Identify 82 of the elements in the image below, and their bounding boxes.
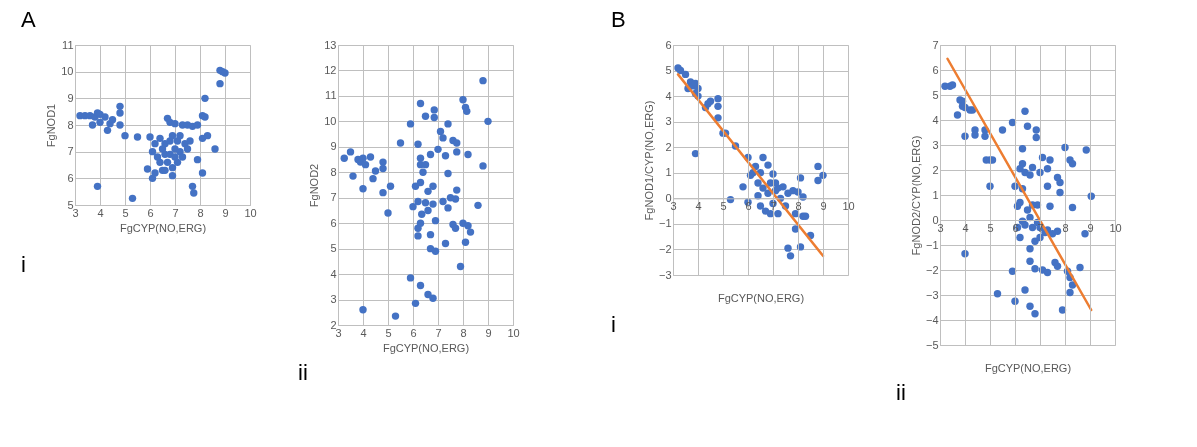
y-tick-label: 7 <box>330 191 337 204</box>
x-tick-label: 4 <box>360 326 367 339</box>
y-tick-label: 11 <box>325 89 337 102</box>
y-tick-label: 5 <box>932 88 939 101</box>
y-tick-label: 10 <box>324 114 337 127</box>
y-tick-label: 10 <box>61 65 74 78</box>
y-tick-label: 6 <box>932 63 939 76</box>
y-tick-label: 8 <box>330 165 337 178</box>
x-tick-label: 6 <box>1012 221 1019 234</box>
y-tick-label: −5 <box>925 338 939 351</box>
y-tick-label: 2 <box>330 318 337 331</box>
y-tick-label: 6 <box>67 171 74 184</box>
y-tick-label: −4 <box>925 313 939 326</box>
x-tick-label: 10 <box>244 206 257 219</box>
x-tick-label: 8 <box>197 206 204 219</box>
y-axis-title: FgNOD2/CYP(NO,ERG) <box>909 135 922 256</box>
y-tick-label: 7 <box>932 38 939 51</box>
x-tick-label: 10 <box>1109 221 1122 234</box>
y-tick-label: −2 <box>658 242 672 255</box>
y-axis-title: FgNOD2 <box>308 163 321 208</box>
text: i <box>611 312 616 337</box>
text: ii <box>298 360 308 385</box>
y-tick-label: 9 <box>67 91 74 104</box>
y-tick-label: 9 <box>330 140 337 153</box>
x-tick-label: 6 <box>745 199 752 212</box>
x-tick-label: 7 <box>435 326 442 339</box>
y-tick-label: 1 <box>932 188 939 201</box>
x-tick-label: 8 <box>460 326 467 339</box>
y-tick-label: −3 <box>925 288 939 301</box>
x-tick-label: 5 <box>720 199 727 212</box>
y-tick-label: −1 <box>658 217 672 230</box>
x-tick-label: 8 <box>795 199 802 212</box>
x-tick-label: 9 <box>820 199 827 212</box>
y-tick-label: 5 <box>330 242 337 255</box>
x-tick-label: 6 <box>410 326 417 339</box>
x-tick-label: 4 <box>97 206 104 219</box>
text: ii <box>896 380 906 405</box>
text: B <box>611 7 626 32</box>
y-tick-label: 4 <box>665 89 672 102</box>
y-tick-label: 2 <box>665 140 672 153</box>
y-tick-label: 2 <box>932 163 939 176</box>
y-tick-label: 8 <box>67 118 74 131</box>
x-tick-label: 7 <box>770 199 777 212</box>
x-axis-title: FgCYP(NO,ERG) <box>717 291 805 304</box>
y-tick-label: 3 <box>665 115 672 128</box>
x-tick-label: 4 <box>962 221 969 234</box>
y-tick-label: −1 <box>925 238 939 251</box>
y-tick-label: 12 <box>324 63 337 76</box>
y-tick-label: 0 <box>932 213 939 226</box>
y-tick-label: −2 <box>925 263 939 276</box>
y-tick-label: 4 <box>330 267 337 280</box>
x-tick-label: 5 <box>385 326 392 339</box>
x-tick-label: 7 <box>1037 221 1044 234</box>
y-tick-label: 6 <box>665 38 672 51</box>
x-tick-label: 8 <box>1062 221 1069 234</box>
y-tick-label: −3 <box>658 268 672 281</box>
text: A <box>21 7 36 32</box>
y-tick-label: 7 <box>67 145 74 158</box>
x-tick-label: 4 <box>695 199 702 212</box>
y-tick-label: 1 <box>665 166 672 179</box>
text: i <box>21 252 26 277</box>
x-tick-label: 6 <box>147 206 154 219</box>
x-tick-label: 9 <box>1087 221 1094 234</box>
y-axis-title: FgNOD1/CYP(NO,ERG) <box>642 100 655 221</box>
x-tick-label: 9 <box>485 326 492 339</box>
x-axis-title: FgCYP(NO,ERG) <box>984 361 1072 374</box>
y-tick-label: 13 <box>324 38 337 51</box>
y-tick-label: 0 <box>665 191 672 204</box>
x-tick-label: 10 <box>507 326 520 339</box>
y-tick-label: 3 <box>932 138 939 151</box>
x-tick-label: 10 <box>842 199 855 212</box>
x-tick-label: 5 <box>122 206 129 219</box>
x-tick-label: 7 <box>172 206 179 219</box>
x-axis-title: FgCYP(NO,ERG) <box>382 341 470 354</box>
y-tick-label: 5 <box>665 64 672 77</box>
x-tick-label: 5 <box>987 221 994 234</box>
y-tick-label: 4 <box>932 113 939 126</box>
y-tick-label: 3 <box>330 293 337 306</box>
y-axis-title: FgNOD1 <box>45 103 58 148</box>
y-tick-label: 11 <box>62 38 74 51</box>
x-axis-title: FgCYP(NO,ERG) <box>119 221 207 234</box>
x-tick-label: 9 <box>222 206 229 219</box>
